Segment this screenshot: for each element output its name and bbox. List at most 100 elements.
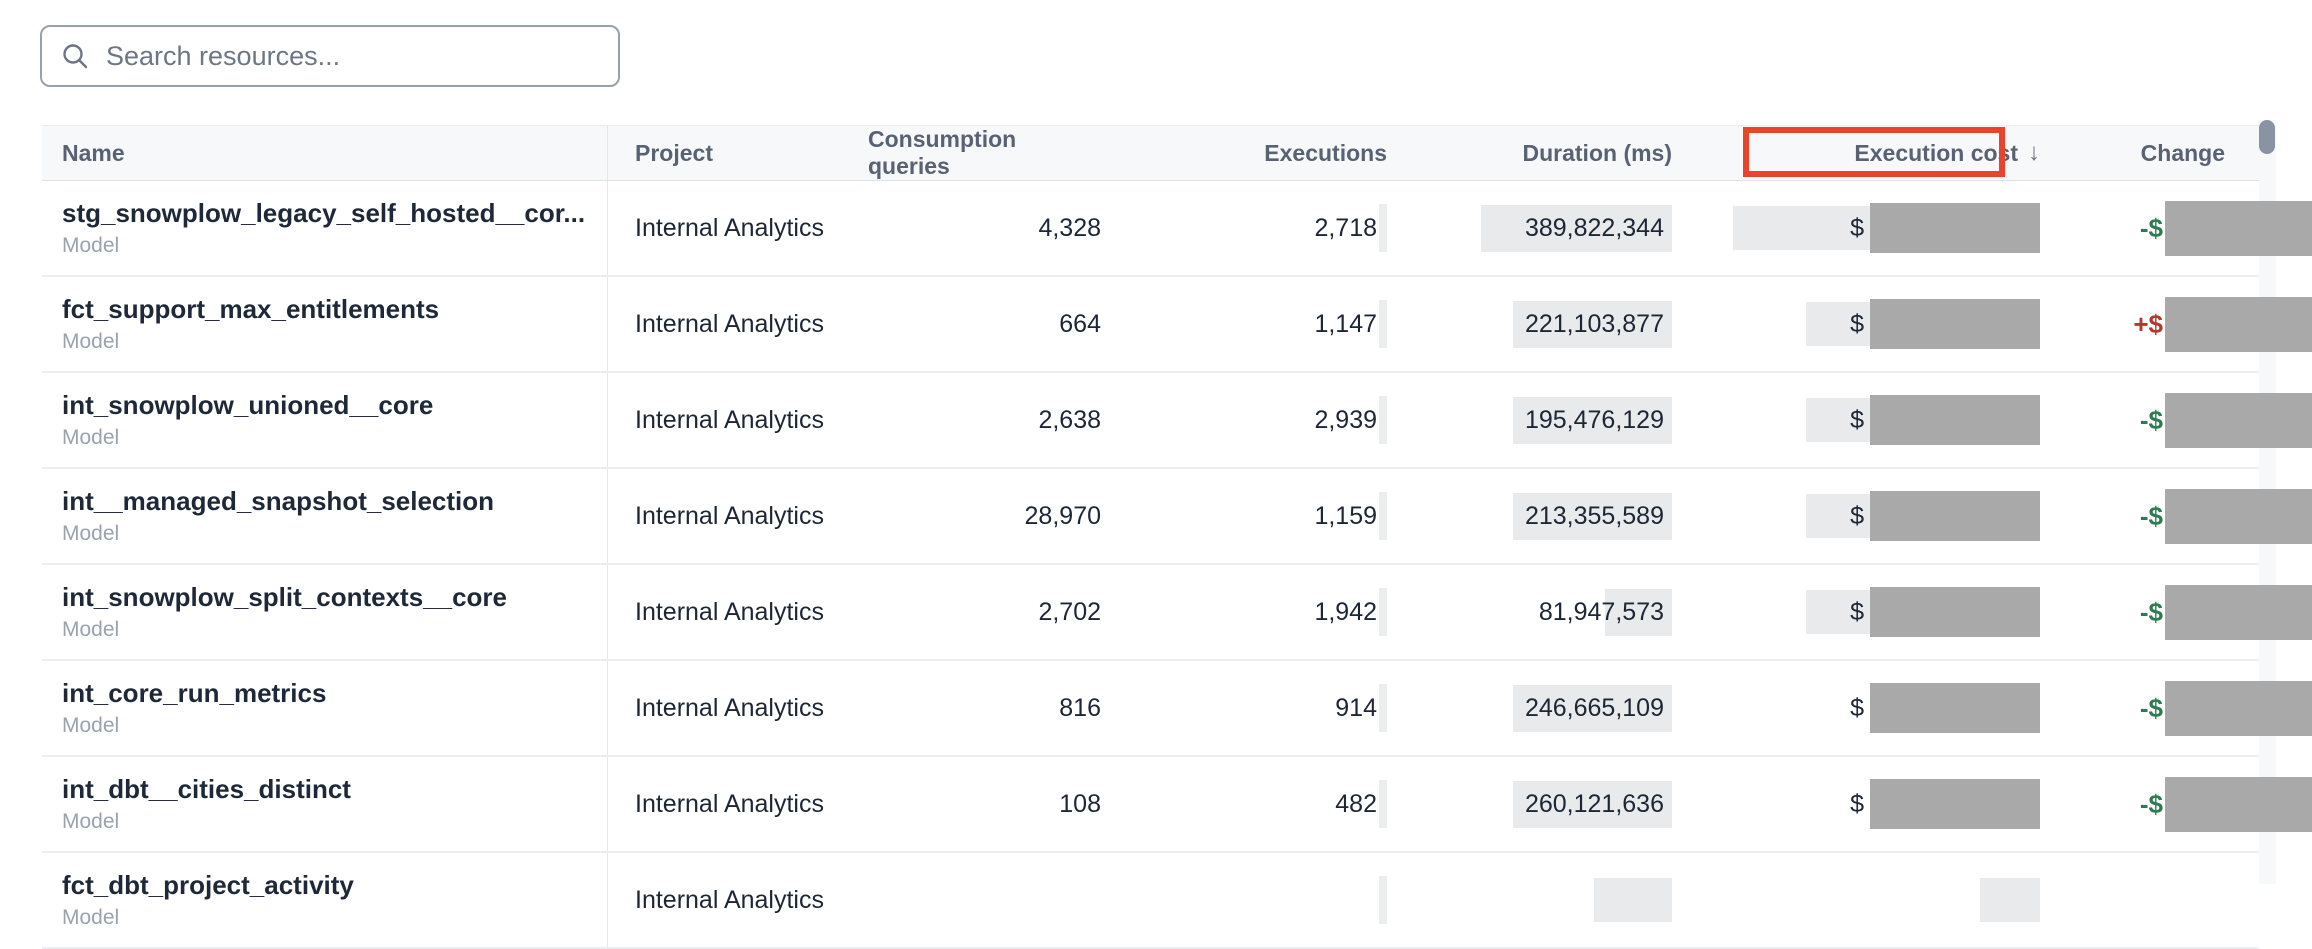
execution-cost-currency: $ bbox=[1850, 309, 1864, 338]
project-cell: Internal Analytics bbox=[608, 277, 868, 371]
project-cell: Internal Analytics bbox=[608, 565, 868, 659]
change-redaction-block bbox=[2165, 200, 2312, 256]
change-sign: -$ bbox=[2139, 596, 2163, 627]
execution-cost-currency-chip: $ bbox=[1806, 494, 1870, 538]
resource-name-link[interactable]: int_snowplow_split_contexts__core bbox=[62, 582, 508, 612]
executions-highlight-edge bbox=[1379, 204, 1387, 252]
execution-cost-currency-chip: $ bbox=[1806, 782, 1870, 826]
duration-cell: 260,121,636 bbox=[1387, 757, 1672, 851]
name-cell: stg_snowplow_legacy_self_hosted__cor... … bbox=[42, 181, 608, 275]
resource-name-link[interactable]: fct_dbt_project_activity bbox=[62, 870, 354, 900]
executions-highlight-edge bbox=[1379, 492, 1387, 540]
change-sign: -$ bbox=[2139, 404, 2163, 435]
consumption-queries-cell: 816 bbox=[868, 661, 1101, 755]
duration-cell: 389,822,344 bbox=[1387, 181, 1672, 275]
column-header-change[interactable]: Change bbox=[2140, 139, 2225, 166]
duration-cell: 221,103,877 bbox=[1387, 277, 1672, 371]
table-row[interactable]: int_dbt__cities_distinct Model Internal … bbox=[42, 757, 2312, 853]
execution-cost-currency: $ bbox=[1850, 405, 1864, 434]
resource-name-link[interactable]: fct_support_max_entitlements bbox=[62, 294, 440, 324]
execution-cost-cell: $ bbox=[1672, 181, 2040, 275]
executions-cell: 1,147 bbox=[1101, 277, 1387, 371]
resource-type-label: Model bbox=[62, 618, 120, 641]
execution-cost-cell: $ bbox=[1672, 277, 2040, 371]
column-header-execution-cost[interactable]: Execution cost ↓ bbox=[1672, 126, 2040, 180]
execution-cost-currency-chip: $ bbox=[1806, 590, 1870, 634]
executions-cell: 2,939 bbox=[1101, 373, 1387, 467]
name-cell: fct_support_max_entitlements Model bbox=[42, 277, 608, 371]
project-name: Internal Analytics bbox=[635, 309, 824, 338]
duration-value: 195,476,129 bbox=[1512, 396, 1672, 444]
executions-cell: 482 bbox=[1101, 757, 1387, 851]
table-row[interactable]: int__managed_snapshot_selection Model In… bbox=[42, 469, 2312, 565]
duration-value: 246,665,109 bbox=[1512, 684, 1672, 732]
resource-type-label: Model bbox=[62, 522, 120, 545]
resource-name-link[interactable]: int_snowplow_unioned__core bbox=[62, 390, 434, 420]
executions-highlight-edge bbox=[1379, 780, 1387, 828]
table-row[interactable]: int_snowplow_split_contexts__core Model … bbox=[42, 565, 2312, 661]
duration-cell: 213,355,589 bbox=[1387, 469, 1672, 563]
project-cell: Internal Analytics bbox=[608, 853, 868, 947]
consumption-queries-cell: 4,328 bbox=[868, 181, 1101, 275]
change-redaction-block bbox=[2165, 488, 2312, 544]
change-sign: -$ bbox=[2139, 212, 2163, 243]
search-input[interactable] bbox=[106, 40, 600, 72]
table-row[interactable]: fct_dbt_project_activity Model Internal … bbox=[42, 853, 2259, 949]
resource-type-label: Model bbox=[62, 426, 120, 449]
change-redaction-block bbox=[2165, 584, 2312, 640]
change-sign: -$ bbox=[2139, 500, 2163, 531]
change-cell: -$ bbox=[2040, 757, 2312, 851]
executions-value: 914 bbox=[1335, 693, 1377, 722]
resources-table: Name Project Consumption queries Executi… bbox=[42, 125, 2312, 949]
resource-type-label: Model bbox=[62, 906, 120, 929]
resource-name-link[interactable]: int__managed_snapshot_selection bbox=[62, 486, 495, 516]
resource-name-link[interactable]: int_core_run_metrics bbox=[62, 678, 327, 708]
consumption-queries-cell: 108 bbox=[868, 757, 1101, 851]
resource-name-link[interactable]: int_dbt__cities_distinct bbox=[62, 774, 351, 804]
scrollbar-thumb[interactable] bbox=[2259, 120, 2275, 154]
column-header-project[interactable]: Project bbox=[635, 139, 713, 166]
execution-cost-cell: $ bbox=[1672, 565, 2040, 659]
project-name: Internal Analytics bbox=[635, 501, 824, 530]
resource-type-label: Model bbox=[62, 714, 120, 737]
name-cell: int_snowplow_split_contexts__core Model bbox=[42, 565, 608, 659]
consumption-queries-cell: 2,702 bbox=[868, 565, 1101, 659]
change-cell: -$ bbox=[2040, 373, 2312, 467]
table-row[interactable]: stg_snowplow_legacy_self_hosted__cor... … bbox=[42, 181, 2312, 277]
executions-highlight-edge bbox=[1379, 300, 1387, 348]
column-header-duration[interactable]: Duration (ms) bbox=[1522, 139, 1673, 166]
table-row[interactable]: int_snowplow_unioned__core Model Interna… bbox=[42, 373, 2312, 469]
change-cell: +$ bbox=[2040, 277, 2312, 371]
executions-value: 1,147 bbox=[1314, 309, 1377, 338]
executions-highlight-edge bbox=[1379, 684, 1387, 732]
consumption-queries-value: 816 bbox=[1059, 693, 1101, 722]
execution-cost-currency: $ bbox=[1850, 789, 1864, 818]
table-row[interactable]: int_core_run_metrics Model Internal Anal… bbox=[42, 661, 2312, 757]
change-cell bbox=[2040, 853, 2259, 947]
change-redaction-block bbox=[2165, 776, 2312, 832]
executions-highlight-edge bbox=[1379, 396, 1387, 444]
change-cell: -$ bbox=[2040, 661, 2312, 755]
consumption-queries-value: 664 bbox=[1059, 309, 1101, 338]
execution-cost-cell bbox=[1672, 853, 2040, 947]
project-cell: Internal Analytics bbox=[608, 661, 868, 755]
name-cell: fct_dbt_project_activity Model bbox=[42, 853, 608, 947]
resource-name-link[interactable]: stg_snowplow_legacy_self_hosted__cor... bbox=[62, 198, 586, 228]
executions-cell: 2,718 bbox=[1101, 181, 1387, 275]
execution-cost-currency-chip bbox=[1980, 878, 2040, 922]
execution-cost-redaction-block bbox=[1870, 683, 2040, 733]
consumption-queries-value: 108 bbox=[1059, 789, 1101, 818]
execution-cost-currency-chip: $ bbox=[1733, 206, 1870, 250]
column-header-executions[interactable]: Executions bbox=[1264, 139, 1387, 166]
column-header-consumption-queries[interactable]: Consumption queries bbox=[868, 126, 1017, 179]
change-cell: -$ bbox=[2040, 469, 2312, 563]
table-row[interactable]: fct_support_max_entitlements Model Inter… bbox=[42, 277, 2312, 373]
execution-cost-redaction-block bbox=[1870, 587, 2040, 637]
execution-cost-currency: $ bbox=[1850, 693, 1864, 722]
change-cell: -$ bbox=[2040, 565, 2312, 659]
execution-cost-currency-chip: $ bbox=[1806, 302, 1870, 346]
consumption-queries-cell bbox=[868, 853, 1101, 947]
change-sign: -$ bbox=[2139, 788, 2163, 819]
column-header-name[interactable]: Name bbox=[42, 126, 608, 180]
consumption-queries-cell: 28,970 bbox=[868, 469, 1101, 563]
